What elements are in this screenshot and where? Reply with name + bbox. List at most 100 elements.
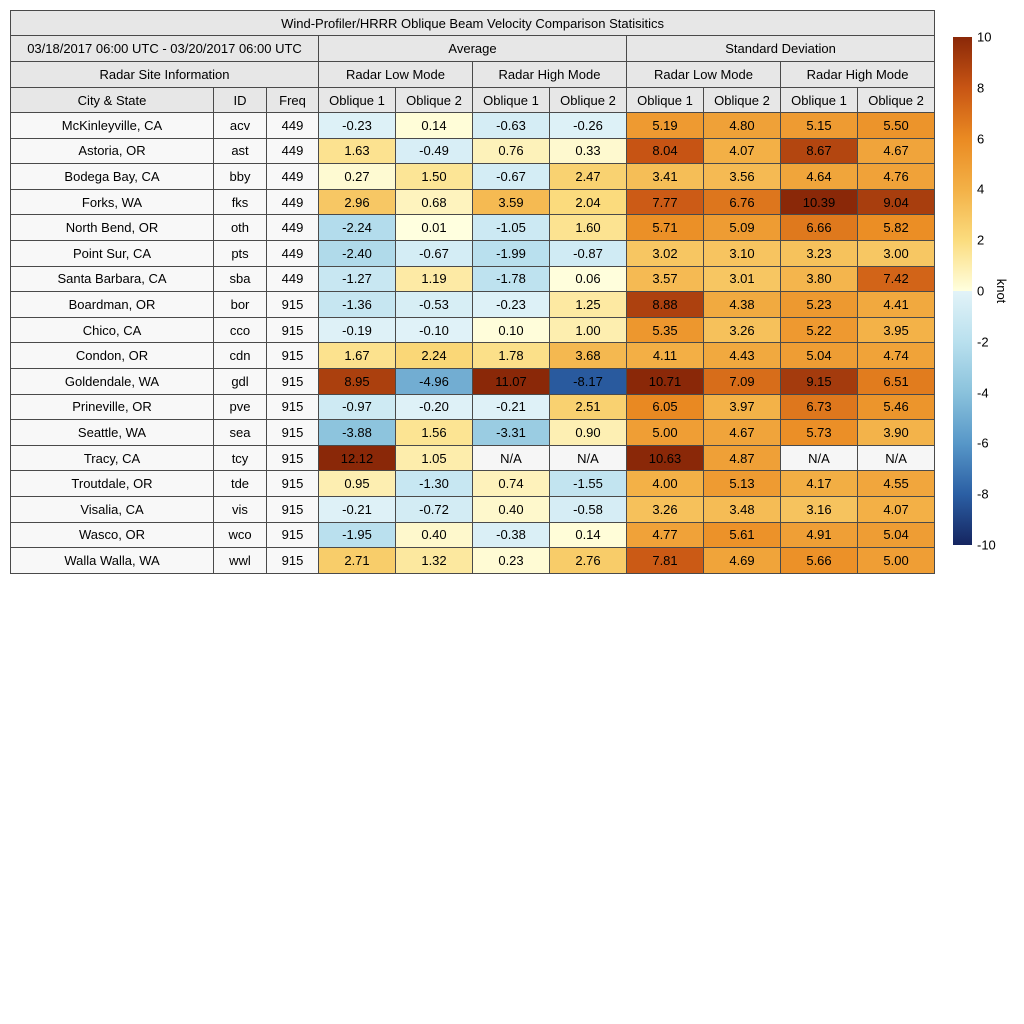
value-cell: 0.40	[472, 495, 550, 523]
value-cell: -2.24	[318, 214, 396, 241]
city-cell: Walla Walla, WA	[10, 547, 214, 574]
value-cell: 3.90	[856, 419, 936, 446]
value-cell: 3.41	[626, 163, 704, 190]
value-cell: 2.96	[318, 188, 396, 216]
value-cell: 1.67	[318, 342, 396, 369]
value-cell: N/A	[549, 444, 627, 472]
colorbar-tick-label: -10	[977, 537, 996, 553]
value-cell: 8.95	[318, 367, 396, 395]
freq-cell: 915	[266, 393, 319, 421]
value-cell: 5.15	[780, 112, 858, 139]
id-cell: oth	[213, 214, 267, 241]
value-cell: 6.76	[703, 188, 781, 216]
value-cell: N/A	[856, 444, 936, 472]
table-row: Visalia, CA vis 915 -0.21 -0.72 0.40 -0.58 3.26…	[10, 495, 936, 523]
table-row: Tracy, CA tcy 915 12.12 1.05 N/A N/A 10.63 4.87 N…	[10, 444, 936, 472]
value-cell: 5.61	[703, 521, 781, 549]
mode-header-row: Radar Site Information Radar Low Mode Ra…	[10, 61, 936, 88]
value-cell: N/A	[780, 444, 858, 472]
value-cell: 3.59	[472, 188, 550, 216]
value-cell: 6.05	[626, 393, 704, 421]
std-low-mode-header: Radar Low Mode	[626, 61, 781, 88]
value-cell: -0.21	[318, 495, 396, 523]
value-cell: 2.24	[395, 342, 473, 369]
value-cell: 10.63	[626, 444, 704, 472]
value-cell: 3.56	[703, 163, 781, 190]
id-header: ID	[213, 87, 267, 113]
value-cell: -3.31	[472, 419, 550, 446]
value-cell: 5.71	[626, 214, 704, 241]
id-cell: vis	[213, 495, 267, 523]
id-cell: pve	[213, 393, 267, 421]
table-row: McKinleyville, CA acv 449 -0.23 0.14 -0.63 -0.…	[10, 112, 936, 139]
id-cell: sea	[213, 419, 267, 446]
city-cell: Seattle, WA	[10, 419, 214, 446]
value-cell: 5.19	[626, 112, 704, 139]
value-cell: 1.60	[549, 214, 627, 241]
value-cell: 8.04	[626, 137, 704, 165]
value-cell: 5.09	[703, 214, 781, 241]
value-cell: 2.04	[549, 188, 627, 216]
value-cell: 3.01	[703, 265, 781, 293]
value-cell: 3.26	[626, 495, 704, 523]
value-cell: -0.19	[318, 316, 396, 344]
oblique-header: Oblique 1	[626, 87, 704, 113]
value-cell: 4.38	[703, 291, 781, 318]
colorbar-tick-label: -8	[977, 486, 989, 502]
value-cell: 3.80	[780, 265, 858, 293]
freq-cell: 915	[266, 367, 319, 395]
value-cell: 4.67	[703, 419, 781, 446]
table-row: Forks, WA fks 449 2.96 0.68 3.59 2.04 7.77 6.76 1…	[10, 188, 936, 216]
freq-cell: 915	[266, 547, 319, 574]
value-cell: 3.16	[780, 495, 858, 523]
id-cell: wwl	[213, 547, 267, 574]
value-cell: 7.81	[626, 547, 704, 574]
value-cell: 5.13	[703, 470, 781, 497]
value-cell: 10.71	[626, 367, 704, 395]
value-cell: -0.20	[395, 393, 473, 421]
value-cell: N/A	[472, 444, 550, 472]
value-cell: 0.40	[395, 521, 473, 549]
date-range: 03/18/2017 06:00 UTC - 03/20/2017 06:00 …	[10, 35, 319, 62]
value-cell: 4.69	[703, 547, 781, 574]
freq-cell: 449	[266, 137, 319, 165]
value-cell: 2.51	[549, 393, 627, 421]
city-cell: Tracy, CA	[10, 444, 214, 472]
colorbar-unit-label: knot	[994, 278, 1009, 304]
city-cell: Condon, OR	[10, 342, 214, 369]
table-row: Goldendale, WA gdl 915 8.95 -4.96 11.07 -8.17 1…	[10, 367, 936, 395]
table-row: Bodega Bay, CA bby 449 0.27 1.50 -0.67 2.47 3.4…	[10, 163, 936, 190]
value-cell: -0.67	[395, 239, 473, 267]
table-row: Walla Walla, WA wwl 915 2.71 1.32 0.23 2.76 7.8…	[10, 547, 936, 574]
value-cell: 5.00	[856, 547, 936, 574]
table-row: Condon, OR cdn 915 1.67 2.24 1.78 3.68 4.11 4.43…	[10, 342, 936, 369]
group-std-header: Standard Deviation	[625, 35, 936, 62]
value-cell: 5.00	[626, 419, 704, 446]
value-cell: 4.00	[626, 470, 704, 497]
colorbar-tick-label: 10	[977, 29, 992, 45]
freq-cell: 915	[266, 470, 319, 497]
value-cell: -0.21	[472, 393, 550, 421]
value-cell: 11.07	[472, 367, 550, 395]
value-cell: 10.39	[780, 188, 858, 216]
freq-cell: 915	[266, 495, 319, 523]
avg-low-mode-header: Radar Low Mode	[318, 61, 473, 88]
table-row: Chico, CA cco 915 -0.19 -0.10 0.10 1.00 5.35 3.2…	[10, 316, 936, 344]
id-cell: bor	[213, 291, 267, 318]
value-cell: 4.55	[856, 470, 936, 497]
city-cell: McKinleyville, CA	[10, 112, 214, 139]
site-info-header: Radar Site Information	[10, 61, 319, 88]
value-cell: 4.11	[626, 342, 704, 369]
colorbar-tick-label: 8	[977, 80, 985, 96]
avg-high-mode-header: Radar High Mode	[472, 61, 627, 88]
id-cell: ast	[213, 137, 267, 165]
freq-cell: 915	[266, 291, 319, 318]
freq-cell: 449	[266, 188, 319, 216]
table-title: Wind-Profiler/HRRR Oblique Beam Velocity…	[9, 10, 936, 36]
value-cell: -0.67	[472, 163, 550, 190]
oblique-header: Oblique 2	[395, 87, 473, 113]
value-cell: 4.07	[703, 137, 781, 165]
value-cell: 8.67	[780, 137, 858, 165]
value-cell: -0.87	[549, 239, 627, 267]
value-cell: 5.04	[780, 342, 858, 369]
